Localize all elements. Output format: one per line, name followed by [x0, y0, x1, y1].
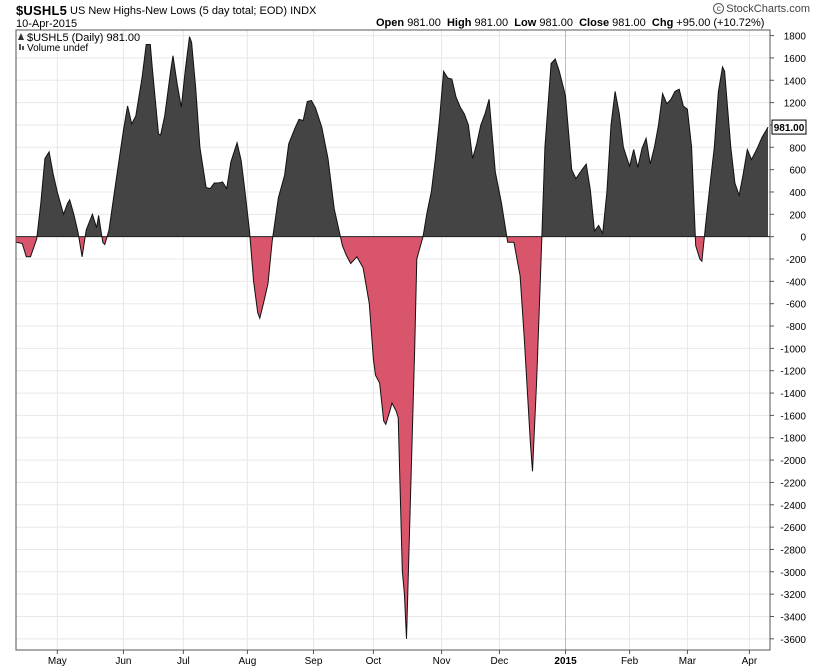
y-tick-label: -1200	[780, 367, 806, 378]
x-tick-label: Feb	[621, 656, 639, 667]
area-legend-icon	[18, 33, 24, 40]
high-value: 981.00	[474, 17, 509, 29]
symbol-label: $USHL5	[16, 3, 68, 18]
description-label: US New Highs-New Lows (5 day total; EOD)…	[70, 5, 316, 17]
watermark-text: StockCharts.com	[726, 3, 810, 15]
chg-label: Chg	[651, 17, 674, 29]
x-tick-label: Jul	[177, 656, 190, 667]
y-tick-label: 0	[800, 233, 806, 244]
y-tick-label: -1400	[780, 389, 806, 400]
description-text: US New Highs-New Lows (5 day total; EOD)	[70, 5, 288, 17]
y-tick-label: -2800	[780, 545, 806, 556]
chg-value: +95.00 (+10.72%)	[676, 17, 765, 29]
volume-legend-icon-bar	[22, 46, 24, 50]
y-tick-label: 600	[789, 166, 806, 177]
low-value: 981.00	[539, 17, 573, 29]
y-tick-label: -200	[786, 255, 806, 266]
x-tick-label: Dec	[491, 656, 509, 667]
x-tick-label: Nov	[433, 656, 451, 667]
x-tick-label: Apr	[742, 656, 758, 667]
last-value-marker: 981.00	[771, 119, 807, 135]
y-tick-label: -1800	[780, 434, 806, 445]
positive-area	[16, 36, 768, 237]
y-tick-label: -800	[786, 322, 806, 333]
close-label: Close	[579, 17, 610, 29]
open-value: 981.00	[407, 17, 441, 29]
x-tick-label: Oct	[366, 656, 382, 667]
y-tick-label: 200	[789, 210, 806, 221]
y-tick-label: -400	[786, 277, 806, 288]
y-tick-label: 800	[789, 143, 806, 154]
ohlc-readout: Open 981.00 High 981.00 Low 981.00 Close…	[376, 17, 764, 29]
y-tick-label: -600	[786, 300, 806, 311]
y-tick-label: -2000	[780, 456, 806, 467]
high-label: High	[446, 17, 472, 29]
y-tick-label: -2400	[780, 501, 806, 512]
y-tick-label: -3200	[780, 590, 806, 601]
chart-header: $USHL5 US New Highs-New Lows (5 day tota…	[0, 0, 820, 30]
series-lines	[15, 36, 770, 639]
exchange-label: INDX	[290, 5, 317, 17]
copyright-icon: c	[713, 3, 725, 14]
legend: $USHL5 (Daily) 981.00 Volume undef	[18, 32, 140, 54]
y-tick-label: 1600	[784, 54, 807, 65]
y-tick-label: 1800	[784, 32, 807, 43]
date-label: 10-Apr-2015	[16, 18, 78, 30]
series-line	[15, 36, 769, 639]
y-tick-label: -3000	[780, 568, 806, 579]
plot-frame	[15, 29, 771, 651]
last-value-label: 981.00	[774, 123, 805, 134]
volume-legend-label: Volume undef	[27, 43, 88, 54]
close-value: 981.00	[612, 17, 646, 29]
x-tick-label: 2015	[554, 656, 577, 667]
volume-legend-icon	[19, 44, 21, 50]
open-label: Open	[376, 17, 405, 29]
x-tick-label: Mar	[679, 656, 697, 667]
y-tick-label: 400	[789, 188, 806, 199]
low-label: Low	[514, 17, 537, 29]
y-tick-label: 1400	[784, 76, 807, 87]
negative-area	[16, 236, 768, 639]
y-tick-label: -3600	[780, 635, 806, 646]
x-tick-label: May	[48, 656, 67, 667]
x-axis: May Jun Jul Aug Sep Oct Nov Dec 2015 Feb Mar Apr	[48, 650, 758, 667]
y-tick-label: -3400	[780, 612, 806, 623]
y-tick-label: -1600	[780, 411, 806, 422]
y-tick-label: -2600	[780, 523, 806, 534]
area-fills	[16, 36, 768, 639]
y-tick-label: -2200	[780, 478, 806, 489]
y-tick-label: 1200	[784, 99, 807, 110]
last-value-box	[771, 119, 807, 135]
x-tick-label: Aug	[238, 656, 256, 667]
y-tick-label: -1000	[780, 344, 806, 355]
watermark: c StockCharts.com	[713, 3, 810, 15]
x-tick-label: Sep	[305, 656, 323, 667]
series-legend-label: $USHL5 (Daily) 981.00	[27, 32, 140, 44]
x-tick-label: Jun	[115, 656, 131, 667]
